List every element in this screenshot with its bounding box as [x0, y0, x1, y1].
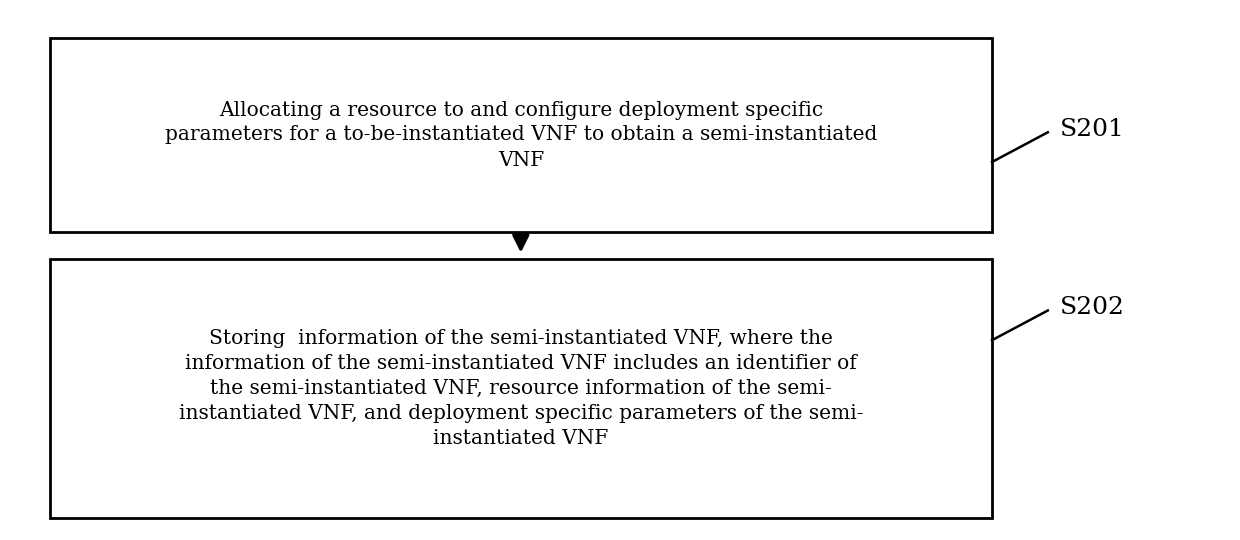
- Text: S202: S202: [1060, 296, 1125, 319]
- Text: Storing  information of the semi-instantiated VNF, where the
information of the : Storing information of the semi-instanti…: [179, 329, 863, 448]
- Text: S201: S201: [1060, 118, 1125, 141]
- Bar: [50, 38, 992, 232]
- Bar: [50, 259, 992, 518]
- Text: Allocating a resource to and configure deployment specific
parameters for a to-b: Allocating a resource to and configure d…: [165, 100, 877, 170]
